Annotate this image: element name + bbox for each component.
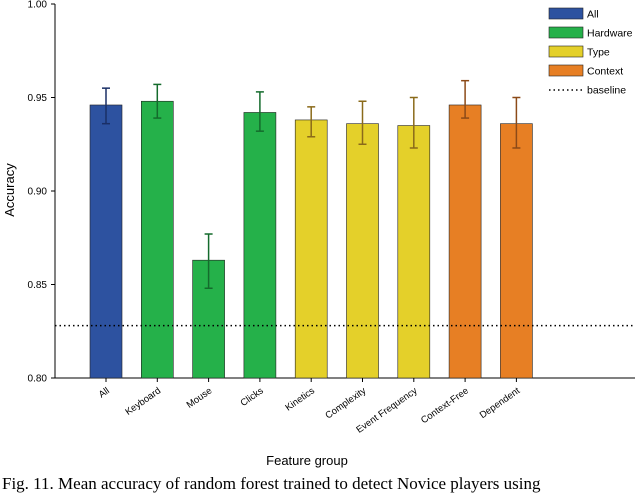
x-tick-label: Clicks	[239, 385, 266, 409]
x-tick-label: Mouse	[185, 385, 215, 410]
x-tick-label: Complexity	[323, 385, 368, 421]
y-axis-title: Accuracy	[2, 163, 17, 217]
legend-swatch	[548, 45, 584, 58]
legend-swatch	[548, 7, 584, 20]
y-tick-label: 0.80	[28, 374, 48, 385]
x-axis-title: Feature group	[266, 453, 348, 468]
x-tick-label: Kinetics	[283, 385, 317, 413]
legend-label: baseline	[587, 85, 626, 97]
x-tick-label: Keyboard	[123, 385, 163, 417]
legend: All Hardware Type Context baseline	[548, 7, 633, 97]
legend-label: Type	[587, 47, 610, 59]
bar-all	[89, 104, 123, 379]
figure-caption: Fig. 11. Mean accuracy of random forest …	[2, 474, 541, 493]
error-bars	[102, 79, 521, 289]
bar-dependent	[500, 123, 533, 379]
y-tick-label: 0.95	[28, 93, 48, 104]
bars	[89, 100, 533, 379]
x-tick-label: All	[97, 385, 112, 400]
x-tick-label: Dependent	[478, 385, 523, 421]
y-tick-label: 1.00	[28, 0, 48, 11]
y-tick-label: 0.85	[28, 280, 48, 291]
legend-swatch	[548, 64, 584, 77]
legend-label: All	[587, 9, 599, 21]
legend-label: Context	[587, 66, 623, 78]
legend-label: Hardware	[587, 28, 633, 40]
bar-context-free	[448, 104, 482, 379]
bar-kinetics	[294, 119, 328, 379]
x-tick-label: Context-Free	[419, 385, 471, 426]
accuracy-bar-chart: 0.80 0.85 0.90 0.95 1.00 All Keyboard Mouse Cli…	[2, 0, 635, 468]
legend-swatch	[548, 26, 584, 39]
y-tick-label: 0.90	[28, 187, 48, 198]
bar-complexity	[346, 123, 379, 379]
x-tick-labels: All Keyboard Mouse Clicks Kinetics Complexity…	[97, 378, 523, 436]
bar-clicks	[243, 112, 277, 379]
bar-keyboard	[141, 100, 174, 379]
bar-event-frequency	[397, 125, 431, 379]
